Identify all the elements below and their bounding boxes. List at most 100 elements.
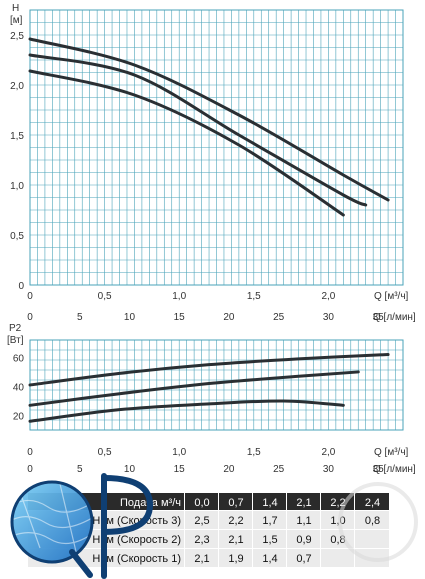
- head-chart-x-tick-labels: 0 0,5 1,0 1,5 2,0 0 5 10 15 20 25 30 35: [27, 291, 384, 323]
- table-cell: [219, 549, 252, 567]
- power-chart-x-tick-label: 0,5: [98, 447, 112, 458]
- head-chart-x-tick-label: 1,0: [172, 291, 186, 302]
- table-header-text: 1,4: [262, 497, 277, 509]
- head-chart-y-tick-label: 2,0: [10, 81, 24, 92]
- table-cell: [253, 549, 286, 567]
- head-chart: 0 0,5 1,0 1,5 2,0 2,5 0 0,5 1,0 1,5 2,0 0 5 10 15 20 25…: [10, 3, 416, 323]
- head-chart-x-tick-label: 1,5: [247, 291, 261, 302]
- table-cell: [321, 549, 354, 567]
- power-chart-x-tick-label: 1,5: [247, 447, 261, 458]
- power-chart-grid: [30, 340, 403, 430]
- table-cell-text: 1,9: [228, 553, 243, 565]
- table-cell: [355, 530, 389, 548]
- table-cell-text: Н, м (Скорость 3): [92, 515, 181, 527]
- head-chart-x-secondary-tick-label: 10: [124, 312, 136, 323]
- table-cell-text: 0,7: [296, 553, 311, 565]
- head-chart-y-tick-labels: 0 0,5 1,0 1,5 2,0 2,5: [10, 31, 24, 292]
- power-chart-x-secondary-tick-label: 35: [373, 464, 385, 475]
- table-cell: [219, 511, 252, 529]
- head-chart-x-secondary-tick-label: 5: [77, 312, 83, 323]
- table-header-cell: [219, 493, 252, 510]
- table-cell: [219, 530, 252, 548]
- power-chart-series-2: [28, 370, 360, 407]
- head-chart-frame: [29, 9, 404, 286]
- head-chart-x-secondary-tick-label: 30: [323, 312, 335, 323]
- head-chart-x-tick-label: 2,0: [321, 291, 335, 302]
- table-cell: [287, 549, 320, 567]
- head-chart-x-secondary-tick-label: 20: [223, 312, 235, 323]
- head-chart-y-unit: [м]: [10, 15, 23, 26]
- table-header-cell: [185, 493, 218, 510]
- power-chart-series: [28, 353, 390, 423]
- power-chart: 20 40 60 0 0,5 1,0 1,5 2,0 0 5 10 15 20 25 30 35 P2 [В…: [7, 323, 416, 475]
- power-chart-x-label-secondary: Q [л/мин]: [373, 464, 416, 475]
- head-chart-x-secondary-tick-label: 15: [174, 312, 186, 323]
- head-chart-x-secondary-tick-label: 25: [273, 312, 285, 323]
- power-chart-x-label-primary: Q [м³/ч]: [374, 447, 409, 458]
- head-chart-x-secondary-tick-label: 0: [27, 312, 33, 323]
- table-cell: [287, 511, 320, 529]
- head-chart-grid: [30, 10, 403, 285]
- head-chart-series: [28, 37, 390, 217]
- table-cell-text: Н, м (Скорость 1): [92, 553, 181, 565]
- power-chart-x-tick-label: 0: [27, 447, 33, 458]
- power-chart-y-label: P2: [9, 323, 22, 334]
- table-header-text: 0,0: [194, 497, 209, 509]
- table-cell: [355, 511, 389, 529]
- head-chart-series-2: [28, 53, 368, 207]
- table-cell-text: 2,2: [228, 515, 243, 527]
- power-chart-x-secondary-tick-label: 20: [223, 464, 235, 475]
- table-header-text: 2,1: [296, 497, 311, 509]
- power-chart-y-tick-label: 60: [13, 353, 25, 364]
- head-chart-series-3: [28, 69, 345, 217]
- head-chart-series-1: [28, 37, 390, 202]
- table-header-text: 2,4: [365, 497, 380, 509]
- power-chart-x-secondary-tick-label: 25: [273, 464, 285, 475]
- head-chart-y-tick-label: 0: [18, 281, 24, 292]
- head-chart-y-label: H: [12, 3, 19, 14]
- table-cell: [185, 549, 218, 567]
- power-chart-x-secondary-tick-label: 0: [27, 464, 33, 475]
- table-header-cell: [287, 493, 320, 510]
- table-cell-text: 0,8: [365, 515, 380, 527]
- table-header-cell: [355, 493, 389, 510]
- table-cell-text: 0,9: [296, 534, 311, 546]
- table-cell-text: 2,5: [194, 515, 209, 527]
- head-chart-y-tick-label: 2,5: [10, 31, 24, 42]
- table-header-cell: [253, 493, 286, 510]
- power-chart-x-tick-labels: 0 0,5 1,0 1,5 2,0 0 5 10 15 20 25 30 35: [27, 447, 384, 475]
- head-chart-x-label-primary: Q [м³/ч]: [374, 291, 409, 302]
- power-chart-y-unit: [Вт]: [7, 335, 24, 346]
- power-chart-series-3: [28, 399, 345, 423]
- table-cell-text: 1,7: [262, 515, 277, 527]
- power-chart-x-secondary-tick-label: 5: [77, 464, 83, 475]
- table-cell: [185, 511, 218, 529]
- head-chart-y-tick-label: 0,5: [10, 231, 24, 242]
- head-chart-x-tick-label: 0: [27, 291, 33, 302]
- table-cell: [185, 530, 218, 548]
- table-cell: [253, 530, 286, 548]
- power-chart-x-tick-label: 1,0: [172, 447, 186, 458]
- table-cell-text: Н, м (Скорость 2): [92, 534, 181, 546]
- head-chart-y-tick-label: 1,0: [10, 181, 24, 192]
- table-cell: [253, 511, 286, 529]
- power-chart-y-tick-label: 40: [13, 382, 25, 393]
- head-chart-x-secondary-tick-label: 35: [373, 312, 385, 323]
- power-chart-series-1: [28, 353, 390, 387]
- power-chart-x-secondary-tick-label: 30: [323, 464, 335, 475]
- table-cell-text: 1,0: [330, 515, 345, 527]
- head-chart-x-label-secondary: Q [л/мин]: [373, 312, 416, 323]
- power-chart-x-tick-label: 2,0: [321, 447, 335, 458]
- table-header-text: 0,7: [228, 497, 243, 509]
- power-chart-x-secondary-tick-label: 15: [174, 464, 186, 475]
- power-chart-y-tick-labels: 20 40 60: [13, 353, 25, 422]
- table-cell-text: 2,1: [228, 534, 243, 546]
- power-chart-y-tick-label: 20: [13, 411, 25, 422]
- table-cell-text: 2,3: [194, 534, 209, 546]
- qp-logo-icon: QP: [10, 473, 418, 579]
- head-chart-x-tick-label: 0,5: [98, 291, 112, 302]
- head-chart-y-tick-label: 1,5: [10, 131, 24, 142]
- table-cell: [321, 511, 354, 529]
- table-cell: [287, 530, 320, 548]
